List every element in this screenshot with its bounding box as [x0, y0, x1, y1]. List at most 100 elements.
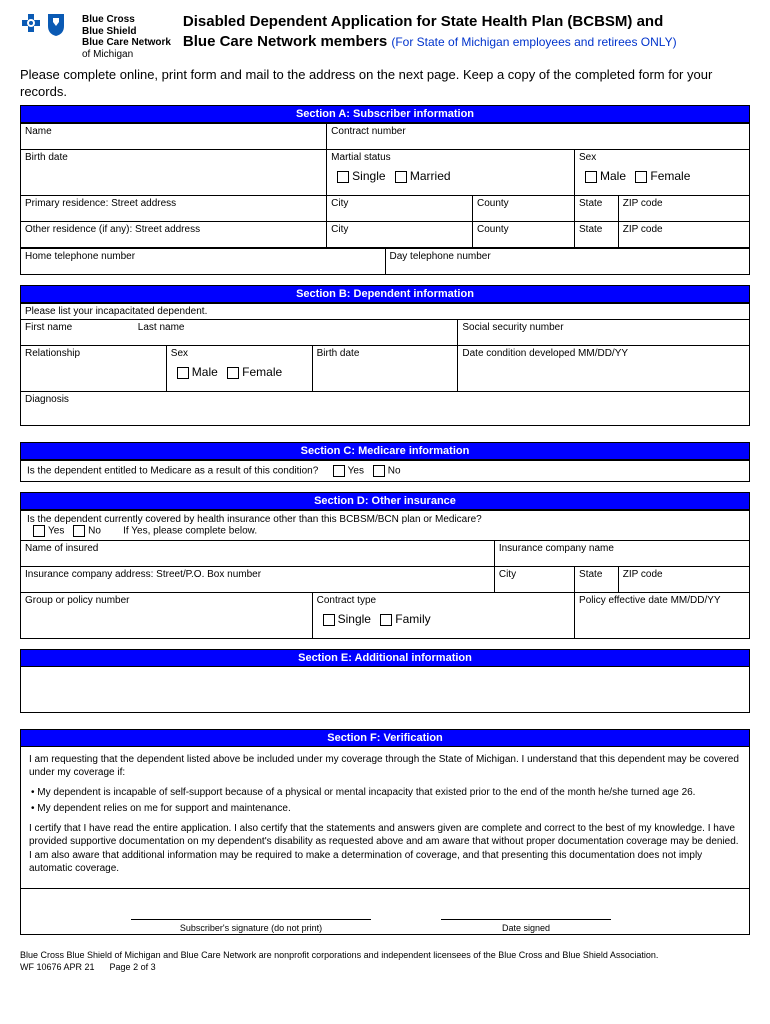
brand-line3: Blue Care Network	[82, 37, 171, 49]
section-d-q-row: Is the dependent currently covered by he…	[21, 510, 750, 540]
field-county1[interactable]: County	[472, 195, 574, 221]
signature-area[interactable]: Subscriber's signature (do not print) Da…	[20, 889, 750, 935]
field-contract-type[interactable]: Contract type Single Family	[312, 592, 574, 638]
label-city2: City	[331, 224, 348, 235]
title-block: Disabled Dependent Application for State…	[183, 12, 750, 51]
title-line2a: Blue Care Network members	[183, 33, 387, 50]
label-diagnosis: Diagnosis	[25, 394, 69, 405]
checkbox-single[interactable]	[337, 171, 349, 183]
opt-single: Single	[352, 169, 385, 183]
field-city2[interactable]: City	[327, 221, 473, 247]
label-birth: Birth date	[25, 152, 68, 163]
label-primary-addr: Primary residence: Street address	[25, 198, 176, 209]
field-ins-zip[interactable]: ZIP code	[618, 566, 749, 592]
checkbox-female[interactable]	[635, 171, 647, 183]
field-contract[interactable]: Contract number	[327, 123, 750, 149]
title-line2: Blue Care Network members (For State of …	[183, 32, 750, 52]
label-city1: City	[331, 198, 348, 209]
checkbox-married[interactable]	[395, 171, 407, 183]
opt-dep-male: Male	[192, 365, 218, 379]
label-firstname: First name	[25, 322, 72, 333]
field-city1[interactable]: City	[327, 195, 473, 221]
opt-otherins-yes: Yes	[48, 525, 64, 536]
field-group[interactable]: Group or policy number	[21, 592, 313, 638]
label-home-phone: Home telephone number	[25, 251, 135, 262]
field-dep-sex[interactable]: Sex Male Female	[166, 345, 312, 391]
field-ins-addr[interactable]: Insurance company address: Street/P.O. B…	[21, 566, 495, 592]
section-f-body: I am requesting that the dependent liste…	[20, 747, 750, 889]
field-name-insured[interactable]: Name of insured	[21, 540, 495, 566]
brand-line1: Blue Cross	[82, 14, 171, 26]
opt-ct-family: Family	[395, 612, 430, 626]
checkbox-ct-single[interactable]	[323, 614, 335, 626]
field-dep-birth[interactable]: Birth date	[312, 345, 458, 391]
field-ins-company[interactable]: Insurance company name	[494, 540, 749, 566]
field-sex[interactable]: Sex Male Female	[575, 149, 750, 195]
opt-dep-female: Female	[242, 365, 282, 379]
field-relationship[interactable]: Relationship	[21, 345, 167, 391]
label-ins-company: Insurance company name	[499, 543, 614, 554]
label-dep-birth: Birth date	[317, 348, 360, 359]
checkbox-dep-male[interactable]	[177, 367, 189, 379]
label-contract: Contract number	[331, 126, 405, 137]
section-e-box[interactable]	[20, 667, 750, 713]
opt-male: Male	[600, 169, 626, 183]
label-ssn: Social security number	[462, 322, 563, 333]
field-ins-city[interactable]: City	[494, 566, 574, 592]
title-line1: Disabled Dependent Application for State…	[183, 12, 750, 32]
section-c-header: Section C: Medicare information	[20, 442, 750, 460]
field-name[interactable]: Name	[21, 123, 327, 149]
brand-line2: Blue Shield	[82, 26, 171, 38]
section-b-intro: Please list your incapacitated dependent…	[21, 303, 750, 319]
field-home-phone[interactable]: Home telephone number	[21, 248, 386, 274]
label-condition-date: Date condition developed MM/DD/YY	[462, 348, 628, 359]
checkbox-otherins-no[interactable]	[73, 525, 85, 537]
label-county1: County	[477, 198, 509, 209]
field-primary-addr[interactable]: Primary residence: Street address	[21, 195, 327, 221]
section-a-phones: Home telephone number Day telephone numb…	[20, 248, 750, 275]
field-birthdate[interactable]: Birth date	[21, 149, 327, 195]
label-ins-city: City	[499, 569, 516, 580]
field-other-addr[interactable]: Other residence (if any): Street address	[21, 221, 327, 247]
checkbox-otherins-yes[interactable]	[33, 525, 45, 537]
sig-label: Subscriber's signature (do not print)	[131, 923, 371, 933]
label-group: Group or policy number	[25, 595, 130, 606]
checkbox-ct-family[interactable]	[380, 614, 392, 626]
section-f-header: Section F: Verification	[20, 729, 750, 747]
label-dep-sex: Sex	[171, 348, 188, 359]
field-eff-date[interactable]: Policy effective date MM/DD/YY	[575, 592, 750, 638]
checkbox-medicare-no[interactable]	[373, 465, 385, 477]
opt-female: Female	[650, 169, 690, 183]
footer-line2: WF 10676 APR 21 Page 2 of 3	[20, 961, 750, 974]
label-ins-zip: ZIP code	[623, 569, 663, 580]
label-county2: County	[477, 224, 509, 235]
field-ssn[interactable]: Social security number	[458, 319, 750, 345]
field-ins-state[interactable]: State	[575, 566, 619, 592]
field-dep-name[interactable]: First name Last name	[21, 319, 458, 345]
section-c-table: Is the dependent entitled to Medicare as…	[20, 460, 750, 482]
opt-medicare-no: No	[388, 465, 401, 476]
field-diagnosis[interactable]: Diagnosis	[21, 391, 750, 425]
checkbox-male[interactable]	[585, 171, 597, 183]
field-zip2[interactable]: ZIP code	[618, 221, 749, 247]
section-a-header: Section A: Subscriber information	[20, 105, 750, 123]
footer-line1: Blue Cross Blue Shield of Michigan and B…	[20, 949, 750, 962]
opt-ct-single: Single	[338, 612, 371, 626]
checkbox-medicare-yes[interactable]	[333, 465, 345, 477]
label-marital: Martial status	[331, 152, 390, 163]
field-zip1[interactable]: ZIP code	[618, 195, 749, 221]
field-condition-date[interactable]: Date condition developed MM/DD/YY	[458, 345, 750, 391]
field-state1[interactable]: State	[575, 195, 619, 221]
field-day-phone[interactable]: Day telephone number	[385, 248, 750, 274]
field-marital[interactable]: Martial status Single Married	[327, 149, 575, 195]
brand-text: Blue Cross Blue Shield Blue Care Network…	[82, 12, 171, 60]
label-zip1: ZIP code	[623, 198, 663, 209]
label-contract-type: Contract type	[317, 595, 376, 606]
label-zip2: ZIP code	[623, 224, 663, 235]
page-footer: Blue Cross Blue Shield of Michigan and B…	[20, 949, 750, 974]
section-d-ifyes: If Yes, please complete below.	[123, 525, 257, 536]
section-d-header: Section D: Other insurance	[20, 492, 750, 510]
field-county2[interactable]: County	[472, 221, 574, 247]
checkbox-dep-female[interactable]	[227, 367, 239, 379]
field-state2[interactable]: State	[575, 221, 619, 247]
